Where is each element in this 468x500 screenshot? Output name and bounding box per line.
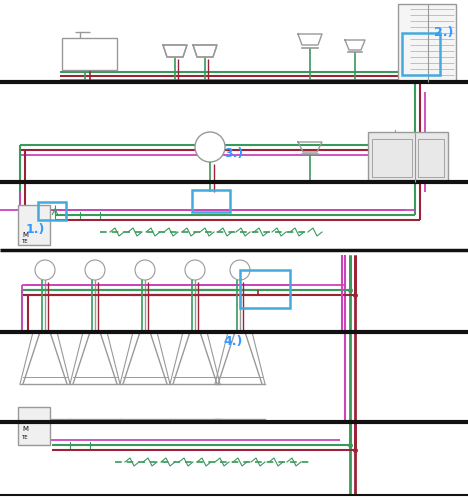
Bar (18, 205, 50, 245)
Polygon shape (193, 45, 217, 57)
Bar (418, 139, 444, 177)
Text: 4.): 4.) (224, 335, 243, 348)
Bar (372, 139, 412, 177)
Circle shape (85, 260, 105, 280)
Circle shape (35, 260, 55, 280)
Circle shape (195, 132, 225, 162)
Text: TE: TE (21, 239, 28, 244)
Circle shape (230, 260, 250, 280)
Text: 3.): 3.) (224, 147, 243, 160)
Text: 1.): 1.) (26, 222, 45, 235)
Text: TE: TE (21, 435, 28, 440)
Circle shape (135, 260, 155, 280)
Text: M: M (22, 232, 28, 238)
Text: 2.): 2.) (434, 26, 453, 39)
Bar (398, 4, 456, 82)
Circle shape (185, 260, 205, 280)
Bar (402, 33, 440, 75)
Bar (38, 202, 66, 220)
Bar (368, 132, 448, 182)
Bar (240, 270, 290, 308)
Bar (192, 190, 230, 212)
Bar (62, 38, 117, 70)
Text: M: M (22, 426, 28, 432)
Polygon shape (163, 45, 187, 57)
Bar (18, 407, 50, 445)
